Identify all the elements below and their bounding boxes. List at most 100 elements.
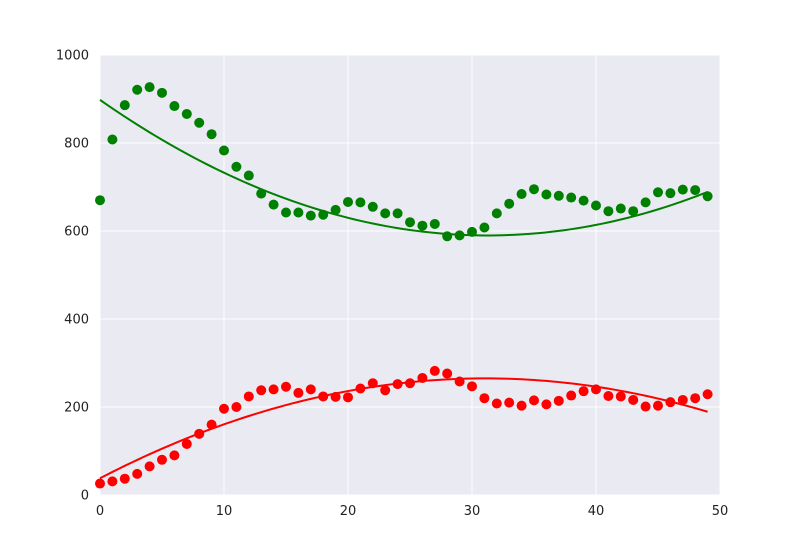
data-point-1 [690,185,701,196]
y-tick-label: 400 [64,313,89,328]
data-point-1 [305,210,316,221]
data-point-1 [256,188,267,199]
data-point-1 [553,190,564,201]
data-point-1 [367,201,378,212]
data-point-2 [132,468,143,479]
data-point-2 [491,398,502,409]
data-point-2 [541,399,552,410]
data-point-1 [516,189,527,200]
data-point-1 [504,198,515,209]
data-point-2 [640,401,651,412]
data-point-1 [157,87,167,98]
y-tick-label: 600 [64,225,89,240]
plot-area [100,55,720,495]
data-point-2 [665,397,676,408]
data-point-2 [169,450,180,461]
data-point-2 [119,473,130,484]
data-point-2 [603,391,614,401]
data-point-1 [281,207,291,218]
data-point-2 [690,393,701,404]
data-point-1 [355,197,366,208]
x-tick-label: 50 [712,504,729,519]
data-point-2 [392,379,403,390]
data-point-2 [442,368,453,379]
data-point-1 [268,199,279,210]
x-tick-label: 0 [96,504,104,519]
data-point-2 [194,428,205,439]
data-point-2 [429,365,440,376]
data-point-1 [231,161,242,172]
data-point-1 [293,207,304,218]
data-point-1 [467,226,477,237]
x-tick-label: 40 [588,504,605,519]
data-point-1 [405,217,415,228]
grid-x [99,55,721,495]
data-point-1 [491,208,502,219]
data-point-2 [330,391,341,402]
data-point-2 [281,381,291,392]
data-point-2 [578,386,589,397]
data-point-2 [268,384,279,395]
fit-line-1 [99,99,708,237]
y-tick-label: 0 [81,489,89,504]
data-point-2 [702,389,713,400]
data-point-2 [591,384,601,395]
data-point-2 [95,478,105,489]
data-point-2 [529,395,539,406]
x-tick-labels: 0 10 20 30 40 50 [96,504,728,519]
data-point-2 [653,400,663,411]
x-tick-label: 30 [464,504,481,519]
data-point-1 [243,170,254,181]
data-point-1 [591,200,601,211]
data-point-1 [677,184,688,195]
data-point-1 [578,195,589,206]
data-point-2 [677,394,688,405]
data-point-1 [454,230,465,241]
x-tick-label: 20 [340,504,357,519]
data-point-1 [107,134,118,145]
data-point-1 [169,101,180,112]
data-point-1 [219,145,229,156]
data-point-2 [566,390,577,401]
data-point-1 [541,189,552,200]
data-point-2 [107,476,118,487]
data-point-1 [417,220,428,231]
grid-y [100,54,720,496]
x-tick-label: 10 [216,504,233,519]
data-point-1 [628,206,639,217]
data-point-1 [343,196,353,207]
data-point-1 [479,222,490,233]
y-tick-label: 800 [64,137,89,152]
y-tick-labels: 0 200 400 600 800 1000 [56,49,89,504]
data-point-1 [144,82,155,93]
data-point-1 [380,208,391,219]
data-point-2 [144,461,155,472]
data-point-1 [119,100,130,111]
data-point-2 [219,403,229,414]
data-point-1 [318,209,329,220]
data-point-1 [330,204,341,215]
data-point-1 [603,206,614,217]
data-point-1 [392,208,403,219]
data-point-2 [380,385,391,396]
data-point-2 [243,391,254,402]
data-point-2 [355,383,366,394]
data-point-1 [181,108,192,119]
data-point-1 [653,187,663,198]
data-point-2 [454,376,465,387]
data-point-2 [206,419,217,430]
data-point-2 [181,438,192,449]
data-point-2 [367,378,378,389]
data-point-1 [132,84,143,95]
data-point-2 [615,391,626,402]
data-point-2 [305,384,316,395]
data-point-2 [343,392,353,403]
data-point-2 [405,378,415,389]
data-point-2 [479,393,490,404]
data-point-2 [417,372,428,383]
data-point-2 [231,402,242,412]
data-points [95,82,713,489]
y-tick-label: 1000 [56,49,89,64]
data-point-1 [640,197,651,208]
